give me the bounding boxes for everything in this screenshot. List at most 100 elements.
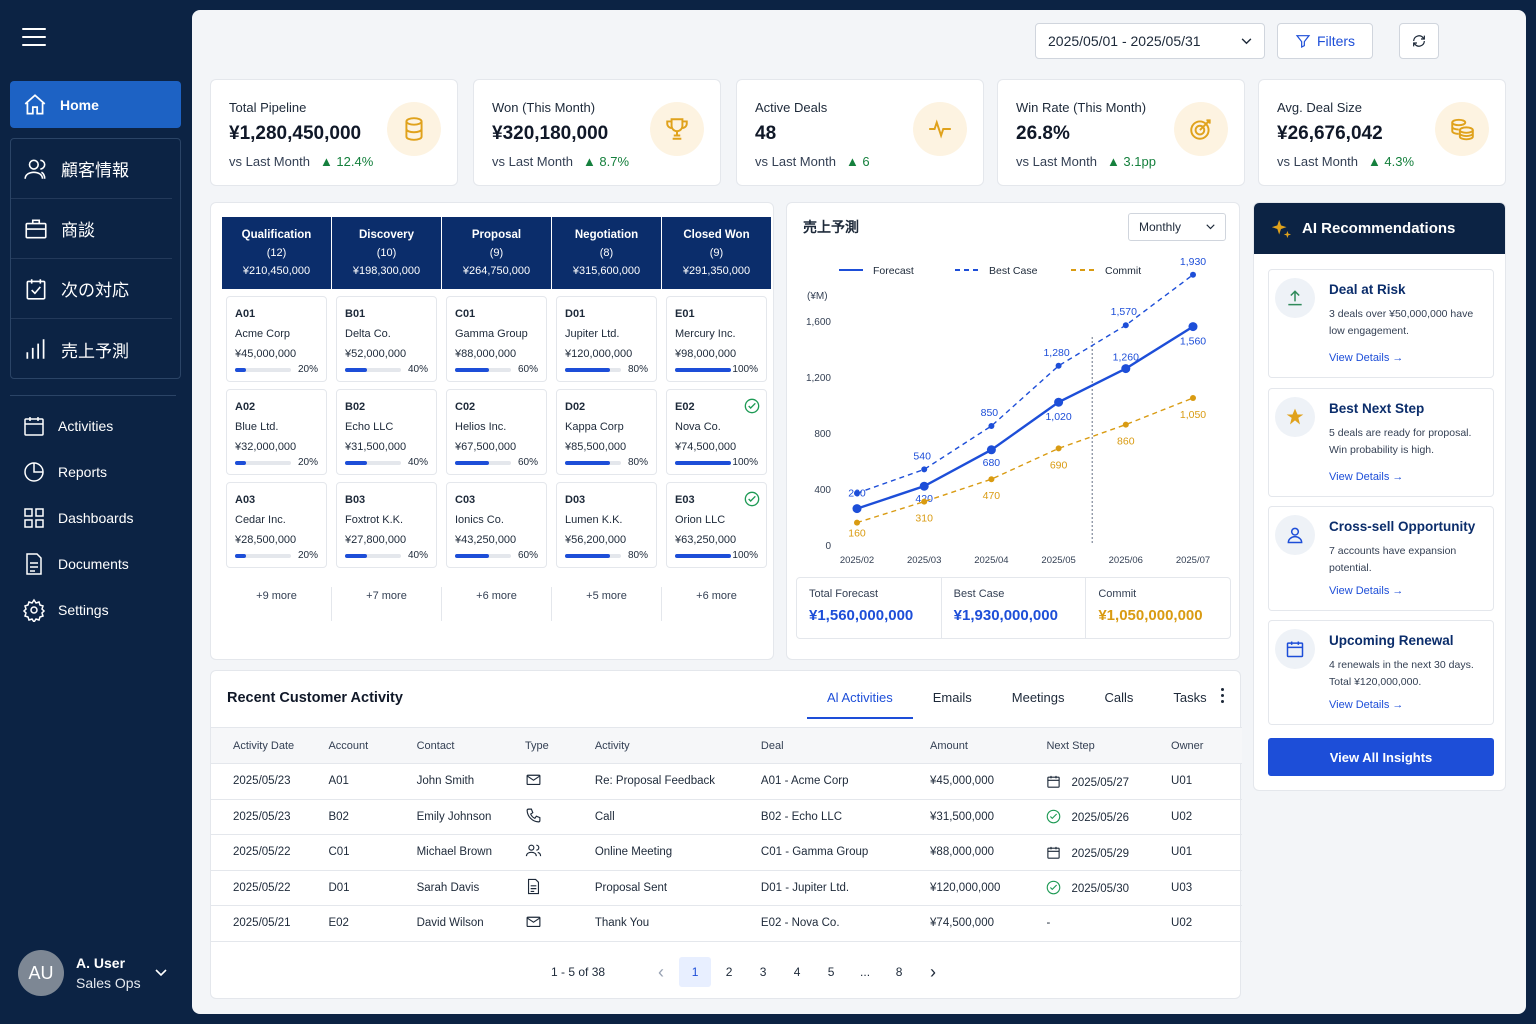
table-row[interactable]: 2025/05/23 B02 Emily Johnson Call B02 - Echo… [211, 799, 1242, 835]
ai-card-best-next-step[interactable]: Best Next Step 5 deals are ready for pro… [1268, 388, 1494, 497]
nav-customer-info[interactable]: 顧客情報 [11, 139, 172, 199]
ai-card-deal-at-risk[interactable]: Deal at Risk 3 deals over ¥50,000,000 ha… [1268, 269, 1494, 378]
nav-activities[interactable]: Activities [10, 403, 181, 449]
deal-card[interactable]: B01 Delta Co. ¥52,000,000 40% [336, 296, 437, 382]
more-deals-link[interactable]: +6 more [696, 590, 737, 602]
period-select[interactable]: Monthly [1128, 213, 1226, 241]
nav-dashboards[interactable]: Dashboards [10, 495, 181, 541]
nav-deals[interactable]: 商談 [11, 199, 172, 259]
kpi-compare: vs Last Month ▲ 12.4% [229, 154, 373, 169]
filters-button[interactable]: Filters [1277, 23, 1373, 59]
users-icon [24, 159, 46, 179]
series-line-commit [856, 397, 1194, 524]
page-5[interactable]: 5 [827, 965, 835, 979]
deal-card[interactable]: E01 Mercury Inc. ¥98,000,000 100% [666, 296, 767, 382]
kpi-card-avg-deal[interactable]: Avg. Deal Size ¥26,676,042 vs Last Month… [1258, 79, 1506, 186]
probability-fill [455, 368, 489, 372]
nav-next-action[interactable]: 次の対応 [11, 259, 172, 319]
deal-amount: ¥45,000,000 [235, 348, 297, 360]
nav-label: 次の対応 [61, 281, 129, 300]
deal-card[interactable]: A01 Acme Corp ¥45,000,000 20% [226, 296, 327, 382]
ai-card-cross-sell[interactable]: Cross-sell Opportunity 7 accounts have e… [1268, 506, 1494, 611]
deal-card[interactable]: C01 Gamma Group ¥88,000,000 60% [446, 296, 547, 382]
nav-label: 商談 [61, 221, 95, 240]
tab-tasks[interactable]: Tasks [1173, 690, 1207, 705]
more-deals-link[interactable]: +9 more [256, 590, 297, 602]
page-1[interactable]: 1 [679, 957, 712, 987]
ai-card-title: Deal at Risk [1329, 282, 1406, 297]
page-2[interactable]: 2 [725, 965, 733, 979]
deal-amount: ¥63,250,000 [675, 534, 737, 546]
view-details-link[interactable]: View Details → [1329, 352, 1404, 364]
prev-page-icon[interactable]: ‹ [658, 961, 665, 982]
user-profile[interactable]: AU A. User Sales Ops [18, 948, 178, 998]
table-row[interactable]: 2025/05/22 C01 Michael Brown Online Meeting… [211, 834, 1242, 871]
kpi-card-won[interactable]: Won (This Month) ¥320,180,000 vs Last Mo… [473, 79, 721, 186]
view-details-link[interactable]: View Details → [1329, 699, 1404, 711]
deal-card[interactable]: D03 Lumen K.K. ¥56,200,000 80% [556, 482, 657, 568]
chevron-down-icon [1241, 37, 1252, 44]
kpi-card-active-deals[interactable]: Active Deals 48 vs Last Month ▲ 6 [736, 79, 984, 186]
deal-card[interactable]: C02 Helios Inc. ¥67,500,000 60% [446, 389, 547, 475]
deal-card[interactable]: B03 Foxtrot K.K. ¥27,800,000 40% [336, 482, 437, 568]
menu-icon[interactable] [22, 28, 46, 48]
cell-next-step: - [1046, 905, 1172, 942]
tab-emails[interactable]: Emails [932, 690, 972, 705]
table-row[interactable]: 2025/05/22 D01 Sarah Davis Proposal Sent D01… [211, 870, 1242, 906]
stage-name: Closed Won [683, 229, 750, 241]
nav-home[interactable]: Home [10, 81, 181, 128]
ai-title: AI Recommendations [1302, 220, 1456, 237]
kpi-value: ¥26,676,042 [1277, 123, 1383, 144]
cell-type [524, 834, 595, 871]
deal-probability: 60% [455, 364, 538, 376]
more-deals-link[interactable]: +6 more [476, 590, 517, 602]
deal-card[interactable]: A02 Blue Ltd. ¥32,000,000 20% [226, 389, 327, 475]
probability-fill [345, 461, 368, 465]
next-page-icon[interactable]: › [930, 961, 937, 982]
nav-settings[interactable]: Settings [10, 587, 181, 633]
tab-calls[interactable]: Calls [1104, 690, 1134, 705]
nav-label: Dashboards [58, 510, 134, 526]
deal-card[interactable]: D01 Jupiter Ltd. ¥120,000,000 80% [556, 296, 657, 382]
page-4[interactable]: 4 [793, 965, 801, 979]
nav-group-jp: 顧客情報 商談 次の対応 売上予測 [10, 138, 181, 379]
tab-all-activities[interactable]: Al Activities [807, 679, 913, 719]
deal-card[interactable]: A03 Cedar Inc. ¥28,500,000 20% [226, 482, 327, 568]
deal-card[interactable]: C03 Ionics Co. ¥43,250,000 60% [446, 482, 547, 568]
probability-fill [675, 554, 731, 558]
kpi-card-total-pipeline[interactable]: Total Pipeline ¥1,280,450,000 vs Last Mo… [210, 79, 458, 186]
ai-card-title: Upcoming Renewal [1329, 633, 1454, 648]
deal-card[interactable]: D02 Kappa Corp ¥85,500,000 80% [556, 389, 657, 475]
cell-owner: U02 [1171, 799, 1242, 835]
deal-card[interactable]: B02 Echo LLC ¥31,500,000 40% [336, 389, 437, 475]
nav-sales-forecast[interactable]: 売上予測 [11, 319, 172, 379]
chevron-down-icon[interactable] [155, 969, 167, 977]
probability-fill [345, 368, 368, 372]
deal-card[interactable]: E02 Nova Co. ¥74,500,000 100% [666, 389, 767, 475]
kpi-title: Avg. Deal Size [1277, 100, 1363, 115]
view-all-insights-button[interactable]: View All Insights [1268, 738, 1494, 776]
nav-reports[interactable]: Reports [10, 449, 181, 495]
view-details-link[interactable]: View Details → [1329, 585, 1404, 597]
more-deals-link[interactable]: +7 more [366, 590, 407, 602]
more-deals-link[interactable]: +5 more [586, 590, 627, 602]
kpi-title: Total Pipeline [229, 100, 307, 115]
nav-label: 顧客情報 [61, 161, 129, 180]
table-row[interactable]: 2025/05/23 A01 John Smith Re: Proposal Feed… [211, 763, 1242, 800]
nav-documents[interactable]: Documents [10, 541, 181, 587]
page-8[interactable]: 8 [895, 965, 903, 979]
view-details-link[interactable]: View Details → [1329, 471, 1404, 483]
target-icon [1174, 102, 1228, 156]
kpi-card-win-rate[interactable]: Win Rate (This Month) 26.8% vs Last Mont… [997, 79, 1245, 186]
refresh-button[interactable] [1399, 23, 1439, 59]
tab-meetings[interactable]: Meetings [1011, 690, 1065, 705]
date-range-select[interactable]: 2025/05/01 - 2025/05/31 [1035, 23, 1265, 59]
deal-id: C02 [455, 401, 476, 413]
deal-name: Orion LLC [675, 514, 726, 526]
kpi-value: 26.8% [1016, 123, 1070, 144]
table-row[interactable]: 2025/05/21 E02 David Wilson Thank You E02 - … [211, 905, 1242, 942]
deal-card[interactable]: E03 Orion LLC ¥63,250,000 100% [666, 482, 767, 568]
ai-card-upcoming-renewal[interactable]: Upcoming Renewal 4 renewals in the next … [1268, 620, 1494, 725]
more-options-icon[interactable] [1221, 688, 1225, 706]
page-3[interactable]: 3 [759, 965, 767, 979]
